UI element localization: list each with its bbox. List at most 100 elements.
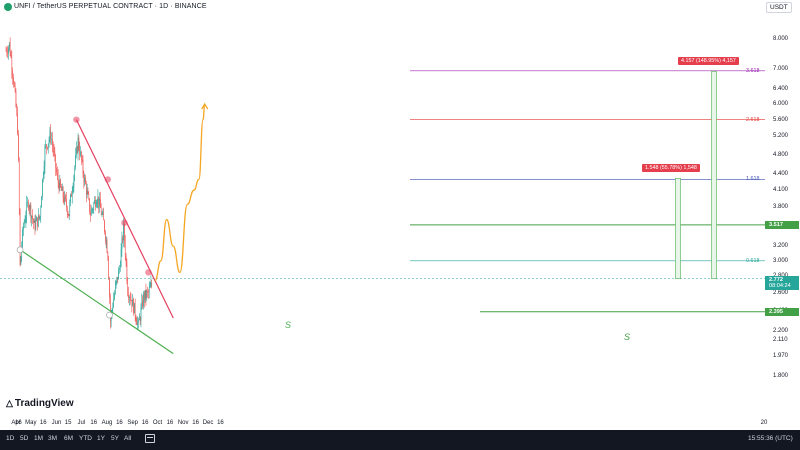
y-tick-label: 7.000 — [773, 66, 789, 73]
timeframe-button-1y[interactable]: 1Y — [97, 435, 105, 442]
candle-body — [130, 299, 132, 301]
candle-body — [6, 50, 8, 53]
candle-body — [129, 297, 130, 299]
candle-body — [43, 166, 45, 176]
candle-body — [62, 187, 64, 198]
candle-body — [17, 113, 18, 134]
candle-body — [32, 215, 33, 220]
fib-level-label: 2.618 — [746, 116, 760, 123]
candle-body — [108, 258, 109, 280]
trendline-touch-marker — [73, 116, 80, 123]
candle-body — [151, 283, 153, 286]
timeframe-button-6m[interactable]: 6M — [64, 435, 74, 442]
candle-body — [137, 321, 138, 325]
y-tick-label: 2.600 — [773, 290, 789, 297]
candle-body — [77, 137, 79, 153]
candle-body — [78, 137, 80, 149]
x-tick-label: 16 — [217, 420, 224, 426]
candle-body — [148, 291, 149, 293]
candle-body — [24, 221, 26, 223]
timeframe-button-ytd[interactable]: YTD — [79, 435, 92, 442]
candle-body — [23, 226, 24, 230]
y-tick-label: 1.970 — [773, 352, 789, 359]
tradingview-logo-icon: △ — [6, 398, 13, 408]
candle-body — [118, 269, 119, 280]
timeframe-button-3m[interactable]: 3M — [48, 435, 58, 442]
candle-body — [26, 203, 27, 217]
candle-body — [72, 186, 74, 192]
candle-body — [49, 130, 51, 140]
candle-body — [90, 209, 92, 216]
bar-countdown: 08:04:24 — [769, 282, 791, 289]
candle-body — [71, 191, 73, 197]
y-tick-label: 2.200 — [773, 327, 789, 334]
candle-body — [34, 220, 36, 230]
tradingview-logo[interactable]: △ TradingView — [6, 398, 74, 409]
candle-body — [121, 237, 123, 250]
calendar-range-icon[interactable] — [145, 434, 155, 443]
candle-body — [30, 205, 32, 219]
x-tick-label: 16 — [15, 420, 22, 426]
candle-body — [61, 186, 62, 191]
candle-body — [142, 300, 143, 307]
candle-body — [37, 214, 39, 227]
candle-body — [99, 198, 100, 207]
candle-body — [94, 200, 95, 204]
candle-body — [29, 205, 31, 209]
candle-body — [139, 318, 141, 322]
timeframe-button-5d[interactable]: 5D — [20, 435, 29, 442]
candle-body — [38, 214, 40, 218]
candle-body — [65, 195, 66, 199]
coin-logo-icon — [4, 3, 12, 11]
candle-body — [59, 179, 61, 191]
measure-range — [675, 178, 681, 279]
clock-readout[interactable]: 15:55:36 (UTC) — [748, 435, 793, 442]
fib-level-label: 3.618 — [746, 67, 760, 74]
timeframe-button-all[interactable]: All — [124, 435, 132, 442]
timeframe-button-5y[interactable]: 5Y — [111, 435, 119, 442]
candle-body — [87, 190, 89, 195]
candle-body — [120, 249, 122, 267]
fib-level-label: 1.618 — [746, 176, 760, 183]
candle-body — [14, 85, 16, 91]
candle-body — [20, 256, 22, 265]
x-tick-label: May — [25, 420, 37, 426]
candle-body — [85, 177, 86, 184]
candle-body — [82, 159, 84, 174]
x-tick-label: Jun — [51, 420, 62, 426]
timeframe-button-1d[interactable]: 1D — [6, 435, 15, 442]
candle-body — [19, 209, 21, 265]
candle-body — [119, 268, 120, 270]
candle-body — [13, 83, 15, 86]
symbol-title[interactable]: UNFI / TetherUS PERPETUAL CONTRACT · 1D … — [14, 3, 207, 10]
candle-body — [15, 90, 17, 107]
timeframe-button-1m[interactable]: 1M — [34, 435, 44, 442]
candle-body — [54, 151, 56, 155]
measure-label: 1.548 (55.78%) 1,548 — [642, 164, 700, 173]
candle-body — [96, 201, 98, 205]
candle-body — [36, 217, 37, 222]
candle-body — [64, 195, 66, 203]
price-axis[interactable]: 8.000 7.000 6.400 6.000 5.600 5.200 4.800 4.400… — [765, 0, 800, 430]
candle-body — [44, 146, 46, 167]
candle-body — [134, 303, 135, 314]
x-tick-label: 16 — [39, 420, 47, 426]
currency-button[interactable]: USDT — [766, 2, 792, 13]
candle-body — [100, 207, 102, 215]
candle-body — [116, 277, 118, 282]
candle-body — [57, 176, 59, 183]
y-tick-label: 3.200 — [773, 243, 789, 250]
y-tick-label: 5.200 — [773, 133, 789, 140]
candle-body — [114, 293, 115, 299]
candle-body — [147, 291, 148, 292]
level-price-badge: 3.517 — [765, 220, 799, 229]
candle-body — [11, 57, 13, 71]
candle-body — [100, 198, 101, 208]
candle-body — [141, 300, 143, 308]
candle-body — [55, 154, 56, 169]
candle-body — [119, 266, 121, 269]
candle-body — [16, 106, 18, 114]
price-chart[interactable]: SS — [0, 0, 765, 430]
candle-body — [31, 215, 32, 219]
